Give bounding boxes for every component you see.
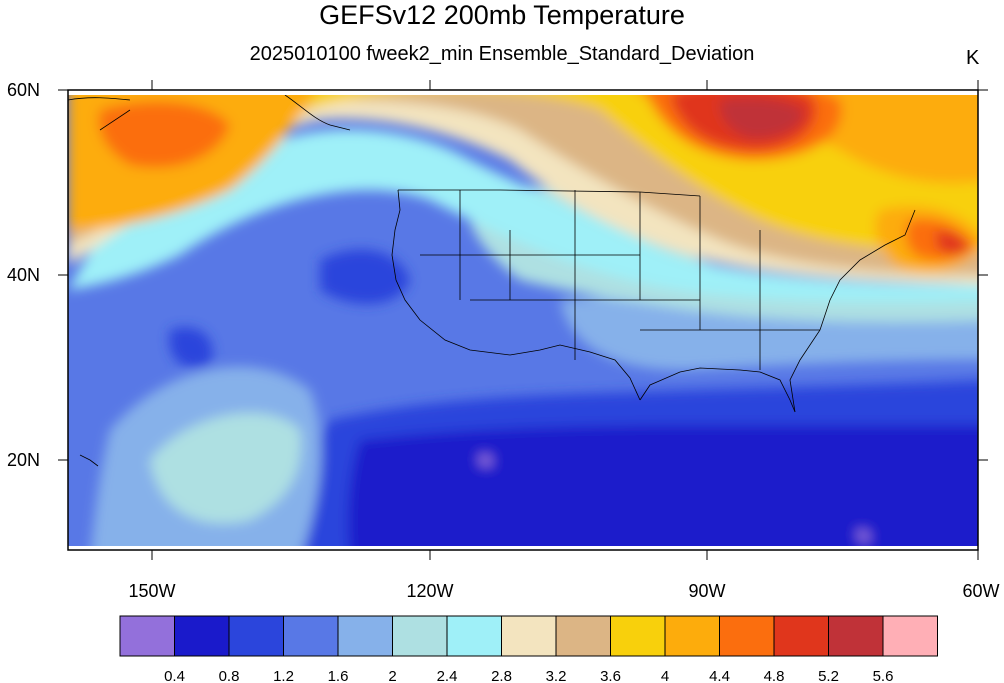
latitude-labels: 60N 40N 20N xyxy=(7,80,40,470)
colorbar-swatch xyxy=(446,615,502,657)
colorbar-swatch xyxy=(228,615,284,657)
colorbar-swatch xyxy=(337,615,393,657)
map-frame xyxy=(67,89,979,551)
colorbar-label: 5.6 xyxy=(873,668,894,683)
colorbar-swatch xyxy=(882,615,938,657)
colorbar-label: 2.8 xyxy=(491,668,512,683)
colorbar-label: 2.4 xyxy=(437,668,458,683)
colorbar-swatch xyxy=(119,615,175,657)
lon-label-150w: 150W xyxy=(128,581,175,601)
colorbar-swatch xyxy=(555,615,611,657)
colorbar-label: 3.6 xyxy=(600,668,621,683)
colorbar-label: 1.2 xyxy=(273,668,294,683)
colorbar-swatch xyxy=(664,615,720,657)
colorbar-swatch xyxy=(174,615,230,657)
colorbar-label: 5.2 xyxy=(818,668,839,683)
colorbar-label: 0.8 xyxy=(219,668,240,683)
lon-label-60w: 60W xyxy=(962,581,999,601)
lon-label-120w: 120W xyxy=(406,581,453,601)
colorbar-label: 3.2 xyxy=(546,668,567,683)
map-subtitle: 2025010100 fweek2_min Ensemble_Standard_… xyxy=(249,43,755,65)
lat-label-20n: 20N xyxy=(7,450,40,470)
lat-label-40n: 40N xyxy=(7,265,40,285)
colorbar-swatch xyxy=(501,615,557,657)
colorbar-swatch xyxy=(828,615,884,657)
colorbar-label: 4.8 xyxy=(764,668,785,683)
colorbar-swatch xyxy=(773,615,829,657)
colorbar-label: 4 xyxy=(661,668,669,683)
colorbar-swatch xyxy=(719,615,775,657)
colorbar-label: 1.6 xyxy=(328,668,349,683)
colorbar-label: 4.4 xyxy=(709,668,730,683)
colorbar-swatch xyxy=(283,615,339,657)
boundaries xyxy=(68,95,916,467)
longitude-labels: 150W 120W 90W 60W xyxy=(128,581,999,601)
lat-label-60n: 60N xyxy=(7,80,40,100)
units-label: K xyxy=(966,47,980,69)
colorbar-swatch xyxy=(392,615,448,657)
colorbar-label: 0.4 xyxy=(164,668,185,683)
colorbar: 0.4 0.8 1.2 1.6 2 2.4 2.8 3.2 3.6 4 4.4 4.8 5.2 5.6 xyxy=(119,615,938,683)
map-title: GEFSv12 200mb Temperature xyxy=(319,0,685,30)
colorbar-label: 2 xyxy=(388,668,396,683)
lon-label-90w: 90W xyxy=(688,581,725,601)
colorbar-swatch xyxy=(610,615,666,657)
contour-field xyxy=(68,95,978,546)
map-ticks xyxy=(58,80,988,560)
